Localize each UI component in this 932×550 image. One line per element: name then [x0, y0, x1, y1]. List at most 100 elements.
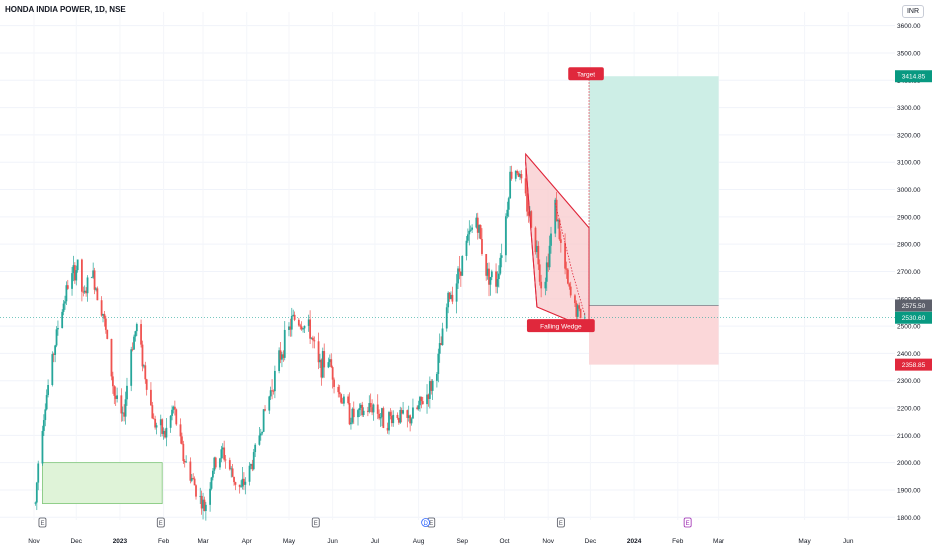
- x-tick-label: Mar: [713, 538, 725, 545]
- x-tick-label: Oct: [499, 538, 509, 545]
- candle-body: [281, 354, 283, 360]
- candle-body: [399, 409, 402, 423]
- candle-body: [223, 447, 226, 460]
- candle-body: [200, 495, 203, 509]
- candle-body: [76, 259, 79, 271]
- candle-body: [251, 464, 254, 470]
- earnings-marker-box: [38, 517, 47, 528]
- candle-body: [574, 295, 576, 304]
- candle-body: [240, 486, 242, 488]
- candle-body: [238, 484, 241, 487]
- earnings-marker-text: E: [429, 521, 433, 527]
- candle-body: [331, 367, 334, 380]
- candle-body: [412, 407, 414, 419]
- candle-body: [93, 270, 96, 290]
- candle-body: [410, 418, 413, 424]
- candle-body: [293, 314, 296, 320]
- candle-body: [104, 318, 107, 330]
- currency-selector[interactable]: INR: [901, 5, 924, 18]
- candle-body: [421, 401, 424, 405]
- candle-body: [307, 319, 310, 326]
- candle-body: [289, 326, 292, 330]
- candle-body: [455, 283, 458, 302]
- target-label: Target: [568, 67, 604, 81]
- candle-body: [438, 343, 441, 354]
- candle-body: [300, 326, 303, 330]
- price-axis[interactable]: 1800.00 1900.00 2000.00 2100.00 2200.00 2300.…: [895, 23, 932, 522]
- candle-body: [352, 408, 355, 418]
- candle-body: [272, 390, 275, 392]
- entry-price-tag: 2575.50: [895, 299, 932, 312]
- candle-body: [386, 427, 389, 431]
- candle-body: [244, 481, 247, 485]
- candle-body: [357, 410, 359, 418]
- candle-body: [440, 343, 443, 346]
- event-markers: E E E E E ED: [38, 517, 692, 528]
- earnings-marker-text: E: [159, 521, 163, 527]
- candle-body: [430, 381, 433, 391]
- y-tick-label: 3000.00: [897, 187, 921, 194]
- candle-body: [312, 337, 314, 341]
- candle-body: [327, 362, 330, 368]
- earnings-marker: E: [556, 517, 565, 528]
- grid-lines: [0, 12, 895, 520]
- time-axis[interactable]: Nov Dec 2023 Feb Mar Apr May Jun Jul Aug Sep Oct Nov…: [28, 538, 854, 545]
- candle-body: [510, 171, 513, 179]
- candle-body: [133, 336, 135, 350]
- y-tick-label: 3600.00: [897, 23, 921, 30]
- candle-body: [416, 407, 419, 410]
- dividend-marker-text: D: [423, 521, 428, 527]
- target-price-tag: 3414.85: [895, 70, 932, 83]
- candle-body: [258, 435, 261, 445]
- candle-body: [351, 408, 354, 423]
- candle-body: [224, 459, 227, 461]
- stop-price-tag-bg: [895, 358, 932, 371]
- candle-body: [82, 291, 85, 293]
- candle-body: [202, 499, 204, 509]
- candle-body: [486, 268, 489, 276]
- candle-body: [75, 270, 78, 281]
- candle-body: [550, 233, 552, 246]
- candle-body: [111, 376, 114, 387]
- candle-body: [431, 380, 434, 391]
- x-tick-label: Feb: [158, 538, 170, 545]
- x-tick-label: Feb: [672, 538, 684, 545]
- x-tick-label: Dec: [70, 538, 82, 545]
- candle-body: [190, 477, 193, 481]
- candle-body: [576, 305, 579, 317]
- candle-body: [358, 407, 361, 411]
- candle-body: [254, 444, 257, 453]
- target-zone: [589, 76, 719, 306]
- y-tick-label: 2000.00: [897, 460, 921, 467]
- candle-body: [113, 386, 116, 396]
- candle-body: [55, 329, 58, 346]
- candle-body: [390, 415, 393, 424]
- candle-body: [123, 412, 126, 417]
- candle-body: [527, 211, 530, 216]
- candle-body: [169, 415, 172, 428]
- candle-body: [359, 404, 362, 408]
- dividend-marker: D: [421, 518, 431, 527]
- candle-body: [372, 404, 375, 413]
- candle-body: [154, 418, 157, 428]
- candle-body: [497, 273, 500, 280]
- candle-body: [466, 234, 469, 241]
- candle-body: [96, 288, 99, 301]
- candle-body: [37, 463, 40, 483]
- candle-body: [41, 430, 44, 464]
- candle-body: [259, 433, 262, 436]
- candle-body: [214, 457, 217, 468]
- candle-body: [368, 403, 371, 412]
- y-tick-label: 2400.00: [897, 351, 921, 358]
- candle-body: [271, 390, 273, 392]
- x-tick-label: Nov: [28, 538, 40, 545]
- x-tick-label: May: [283, 538, 296, 545]
- candle-body: [302, 328, 304, 330]
- candle-body: [292, 314, 295, 316]
- y-tick-label: 2300.00: [897, 378, 921, 385]
- candle-body: [465, 240, 468, 256]
- x-tick-label: 2023: [113, 538, 128, 545]
- candle-body: [514, 170, 517, 179]
- candle-body: [172, 406, 175, 410]
